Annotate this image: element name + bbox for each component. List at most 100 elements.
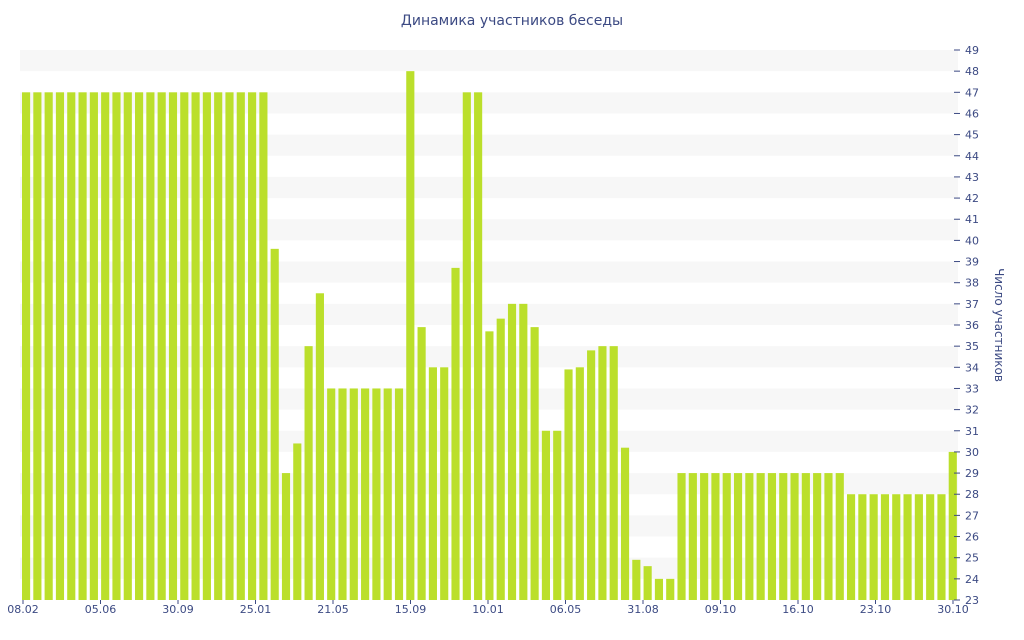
y-tick-label: 41 — [965, 213, 979, 226]
bar — [180, 92, 189, 600]
bar — [112, 92, 121, 600]
bar — [575, 367, 584, 600]
y-tick-label: 40 — [965, 234, 979, 247]
y-tick-label: 34 — [965, 361, 979, 374]
bar — [756, 473, 765, 600]
x-tick-label: 10.01 — [472, 603, 504, 616]
x-tick-label: 30.10 — [937, 603, 969, 616]
y-tick-label: 46 — [965, 107, 979, 120]
y-tick-label: 28 — [965, 488, 979, 501]
y-axis-label: Число участников — [992, 268, 1006, 382]
y-tick-label: 30 — [965, 446, 979, 459]
bar — [135, 92, 144, 600]
y-tick-label: 29 — [965, 467, 979, 480]
bar — [338, 388, 347, 600]
bar — [926, 494, 935, 600]
bar — [779, 473, 788, 600]
x-tick-label: 23.10 — [860, 603, 892, 616]
bar — [462, 92, 471, 600]
bar — [835, 473, 844, 600]
bar — [428, 367, 437, 600]
y-tick-label: 45 — [965, 129, 979, 142]
bar — [157, 92, 166, 600]
bar — [767, 473, 777, 600]
y-tick-label: 36 — [965, 319, 979, 332]
bar — [89, 92, 98, 600]
bar — [55, 92, 65, 600]
bar — [824, 473, 833, 600]
bar — [22, 92, 31, 600]
x-tick-label: 15.09 — [395, 603, 427, 616]
bar — [790, 473, 799, 600]
bar — [406, 71, 415, 600]
x-tick-label: 16.10 — [782, 603, 814, 616]
bar — [394, 388, 404, 600]
y-tick-label: 48 — [965, 65, 979, 78]
grid-band — [20, 50, 958, 72]
bar — [78, 92, 87, 600]
bar — [315, 293, 324, 600]
bar — [541, 430, 550, 600]
bar — [722, 473, 731, 600]
x-tick-label: 08.02 — [7, 603, 39, 616]
bar — [530, 327, 539, 600]
bar — [688, 473, 697, 600]
bar — [67, 92, 76, 600]
bar — [372, 388, 381, 600]
bar — [813, 473, 822, 600]
bar — [146, 92, 155, 600]
bar — [903, 494, 912, 600]
bar — [485, 331, 494, 600]
bar — [587, 350, 596, 600]
bar — [733, 473, 743, 600]
bar — [937, 494, 946, 600]
bar — [677, 473, 686, 600]
bar — [801, 473, 810, 600]
bar — [33, 92, 42, 600]
bar — [225, 92, 234, 600]
bar — [609, 346, 618, 600]
bar — [474, 92, 483, 600]
x-tick-label: 05.06 — [85, 603, 117, 616]
y-tick-label: 42 — [965, 192, 979, 205]
y-tick-label: 44 — [965, 150, 979, 163]
chart-title: Динамика участников беседы — [400, 13, 624, 29]
bar — [519, 303, 528, 600]
bar — [361, 388, 370, 600]
bar — [202, 92, 211, 600]
bar — [327, 388, 336, 600]
bar — [270, 248, 279, 600]
y-tick-label: 37 — [965, 298, 979, 311]
bar — [564, 369, 573, 600]
bar — [892, 494, 901, 600]
y-tick-label: 24 — [965, 573, 979, 586]
bar — [236, 92, 245, 600]
x-tick-label: 21.05 — [317, 603, 349, 616]
bar — [191, 92, 200, 600]
bar — [869, 494, 878, 600]
bar — [700, 473, 709, 600]
y-tick-label: 49 — [965, 44, 979, 57]
bar — [598, 346, 607, 600]
bar — [507, 303, 517, 600]
y-tick-label: 47 — [965, 86, 979, 99]
bars — [22, 71, 957, 600]
bar — [383, 388, 392, 600]
bar — [451, 267, 460, 600]
x-tick-label: 09.10 — [705, 603, 737, 616]
bar — [168, 92, 178, 600]
bar — [654, 578, 664, 600]
y-tick-label: 33 — [965, 382, 979, 395]
bar — [620, 447, 630, 600]
y-tick-label: 25 — [965, 552, 979, 565]
bar — [123, 92, 132, 600]
y-tick-label: 32 — [965, 404, 979, 417]
bar — [349, 388, 358, 600]
bar — [643, 566, 652, 600]
bar — [44, 92, 53, 600]
bar — [914, 494, 923, 600]
x-tick-label: 06.05 — [550, 603, 582, 616]
y-tick-label: 35 — [965, 340, 979, 353]
bar — [248, 92, 257, 600]
